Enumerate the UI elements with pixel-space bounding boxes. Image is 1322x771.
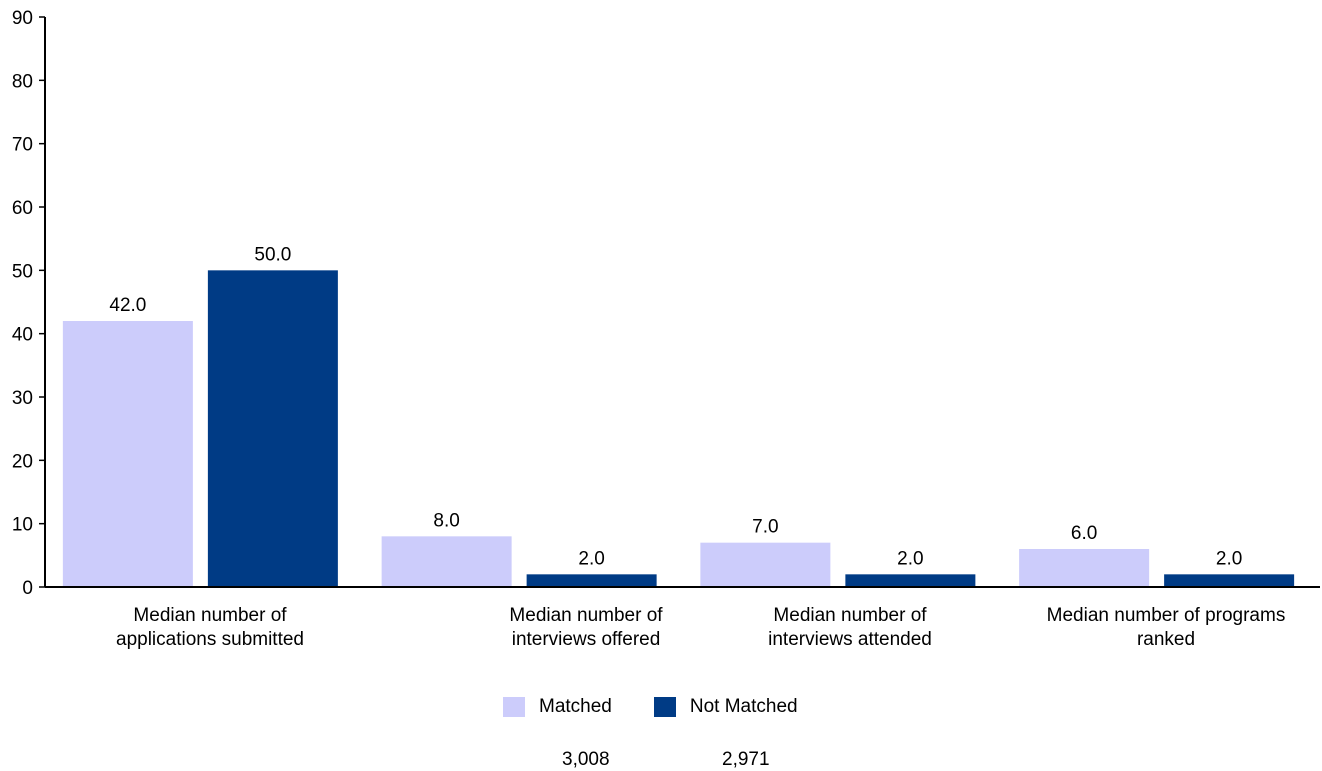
- bar-not-matched-2: [845, 574, 976, 587]
- y-tick-label-40: 40: [12, 325, 33, 346]
- count-matched: 3,008: [562, 749, 610, 770]
- category-label-2-0: Median number of: [773, 605, 927, 626]
- legend-swatch-not-matched: [653, 697, 676, 717]
- value-label-not-matched-2: 2.0: [897, 548, 923, 569]
- legend-item-not-matched: Not Matched: [653, 696, 798, 718]
- bar-matched-0: [62, 321, 193, 587]
- legend-label-not-matched: Not Matched: [689, 696, 798, 717]
- y-tick-label-70: 70: [12, 135, 33, 156]
- category-label-0-1: applications submitted: [116, 629, 304, 650]
- value-label-matched-2: 7.0: [752, 517, 778, 538]
- legend: Matched Not Matched: [503, 696, 840, 718]
- value-label-matched-0: 42.0: [109, 295, 146, 316]
- bar-chart: 0 10 20 30 40 50 60 70 80 90 42.0 50.0 Median number…: [12, 8, 1320, 650]
- value-label-matched-3: 6.0: [1071, 523, 1097, 544]
- category-label-2-1: interviews attended: [768, 629, 932, 650]
- category-label-0-0: Median number of: [133, 605, 287, 626]
- value-label-not-matched-3: 2.0: [1216, 548, 1242, 569]
- y-tick-label-10: 10: [12, 515, 33, 536]
- bar-matched-1: [381, 536, 512, 587]
- bar-matched-3: [1019, 549, 1150, 587]
- value-label-not-matched-0: 50.0: [254, 244, 291, 265]
- y-tick-label-80: 80: [12, 71, 33, 92]
- legend-item-matched: Matched: [503, 696, 612, 718]
- category-label-1-0: Median number of: [509, 605, 663, 626]
- y-tick-label-0: 0: [22, 578, 33, 599]
- value-label-matched-1: 8.0: [433, 510, 459, 531]
- y-tick-label-30: 30: [12, 388, 33, 409]
- y-tick-label-20: 20: [12, 451, 33, 472]
- y-tick-label-50: 50: [12, 261, 33, 282]
- bar-matched-2: [700, 542, 831, 587]
- legend-swatch-matched: [503, 697, 525, 717]
- category-label-1-1: interviews offered: [512, 629, 661, 650]
- count-not-matched: 2,971: [722, 749, 770, 770]
- legend-label-matched: Matched: [539, 696, 612, 717]
- bar-not-matched-3: [1164, 574, 1295, 587]
- bar-not-matched-1: [526, 574, 657, 587]
- y-tick-label-90: 90: [12, 8, 33, 29]
- bar-not-matched-0: [207, 270, 338, 587]
- y-tick-label-60: 60: [12, 198, 33, 219]
- category-label-3-0: Median number of programs: [1047, 605, 1286, 626]
- value-label-not-matched-1: 2.0: [578, 548, 604, 569]
- category-label-3-1: ranked: [1137, 629, 1195, 650]
